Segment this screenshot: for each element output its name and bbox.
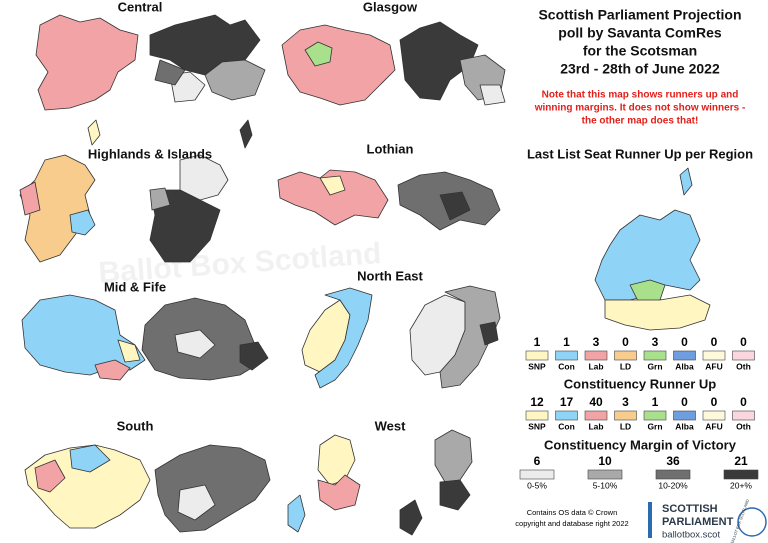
count: 0 [622,335,629,349]
count: 0 [711,335,718,349]
region-label: Central [118,0,163,14]
swatch [555,410,578,421]
party: SNP [528,361,546,371]
swatch [614,410,637,421]
count: 1 [534,335,541,349]
region-labels: Central Glasgow Highlands & Islands Loth… [88,0,424,433]
swatch [584,410,608,421]
swatch [723,469,759,480]
logo-text: PARLIAMENT [662,516,734,528]
count: 0 [681,395,688,409]
swatch [732,350,755,361]
range: 20+% [730,480,752,490]
count: 0 [740,335,747,349]
count: 3 [622,395,629,409]
swatch [587,469,623,480]
swatch [732,410,755,421]
logo-text: SCOTTISH [662,503,718,515]
party: Con [558,361,575,371]
party: LD [620,421,631,431]
logo-url: ballotbox.scot [662,530,720,541]
party: Alba [675,361,694,371]
range: 0-5% [527,480,547,490]
count: 1 [652,395,659,409]
count: 12 [530,395,544,409]
count: 0 [740,395,747,409]
swatch [673,350,696,361]
range: 10-20% [658,480,688,490]
party: AFU [705,361,722,371]
legend-heading: Constituency Margin of Victory [544,437,737,452]
region-maps [19,14,711,536]
swatch [525,410,549,421]
count: 3 [593,335,600,349]
party: SNP [528,421,546,431]
count: 10 [598,454,612,468]
party: Alba [675,421,694,431]
count: 0 [681,335,688,349]
party: Grn [647,361,662,371]
count: 0 [711,395,718,409]
party: Grn [647,421,662,431]
swatch [555,350,578,361]
swatch [584,350,608,361]
logo-badge [737,507,767,537]
legend-heading: Constituency Runner Up [564,376,716,391]
count: 17 [560,395,574,409]
title: poll by Savanta ComRes [558,25,722,41]
party: Lab [588,361,603,371]
swatch [702,410,726,421]
party: Oth [736,361,751,371]
note: winning margins. It does not show winner… [534,103,746,114]
count: 36 [666,454,680,468]
region-label: West [375,418,406,433]
region-label: Mid & Fife [104,279,166,294]
range: 5-10% [593,480,618,490]
count: 3 [652,335,659,349]
swatch [643,410,667,421]
swatch [655,469,691,480]
region-label: Glasgow [363,0,418,14]
footer: copyright and database right 2022 [515,519,628,528]
party: Con [558,421,575,431]
count: 1 [563,335,570,349]
party: Lab [588,421,603,431]
party: Oth [736,421,751,431]
region-label: South [117,418,154,433]
footer: Contains OS data © Crown [527,508,618,517]
region-label: North East [357,268,423,283]
swatch [614,350,637,361]
title: Scottish Parliament Projection [538,7,741,23]
logo-bar [648,502,652,538]
legend-heading: Last List Seat Runner Up per Region [527,146,753,161]
swatch [643,350,667,361]
note: the other map does that! [582,116,699,127]
party: LD [620,361,631,371]
swatch [702,350,726,361]
note: Note that this map shows runners up and [542,90,739,101]
swatch [519,469,555,480]
region-label: Highlands & Islands [88,146,212,161]
count: 21 [734,454,748,468]
region-label: Lothian [367,141,414,156]
title: for the Scotsman [583,43,697,59]
swatch [673,410,696,421]
party: AFU [705,421,722,431]
count: 40 [589,395,603,409]
title: 23rd - 28th of June 2022 [560,61,720,77]
count: 6 [534,454,541,468]
swatch [525,350,549,361]
